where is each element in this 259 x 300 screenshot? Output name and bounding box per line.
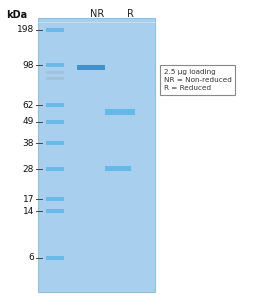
Text: NR: NR: [90, 9, 104, 19]
Bar: [46, 256, 64, 260]
Bar: [77, 64, 105, 70]
Text: 6: 6: [28, 254, 34, 262]
Bar: [38, 18, 155, 292]
Bar: [46, 103, 64, 107]
Bar: [46, 70, 64, 74]
Bar: [46, 209, 64, 213]
Text: 49: 49: [23, 118, 34, 127]
Text: 38: 38: [23, 139, 34, 148]
Bar: [46, 167, 64, 171]
Bar: [46, 141, 64, 145]
Bar: [46, 63, 64, 67]
Bar: [46, 197, 64, 201]
Bar: [46, 28, 64, 32]
Bar: [105, 166, 131, 170]
Bar: [46, 76, 64, 80]
Text: kDa: kDa: [6, 10, 27, 20]
Text: R: R: [127, 9, 133, 19]
Text: 28: 28: [23, 164, 34, 173]
Text: 14: 14: [23, 206, 34, 215]
Text: 62: 62: [23, 100, 34, 109]
Text: 2.5 μg loading
NR = Non-reduced
R = Reduced: 2.5 μg loading NR = Non-reduced R = Redu…: [164, 69, 232, 91]
Text: 17: 17: [23, 194, 34, 203]
Text: 98: 98: [23, 61, 34, 70]
Text: 198: 198: [17, 26, 34, 34]
Bar: [46, 120, 64, 124]
Bar: [105, 109, 135, 115]
